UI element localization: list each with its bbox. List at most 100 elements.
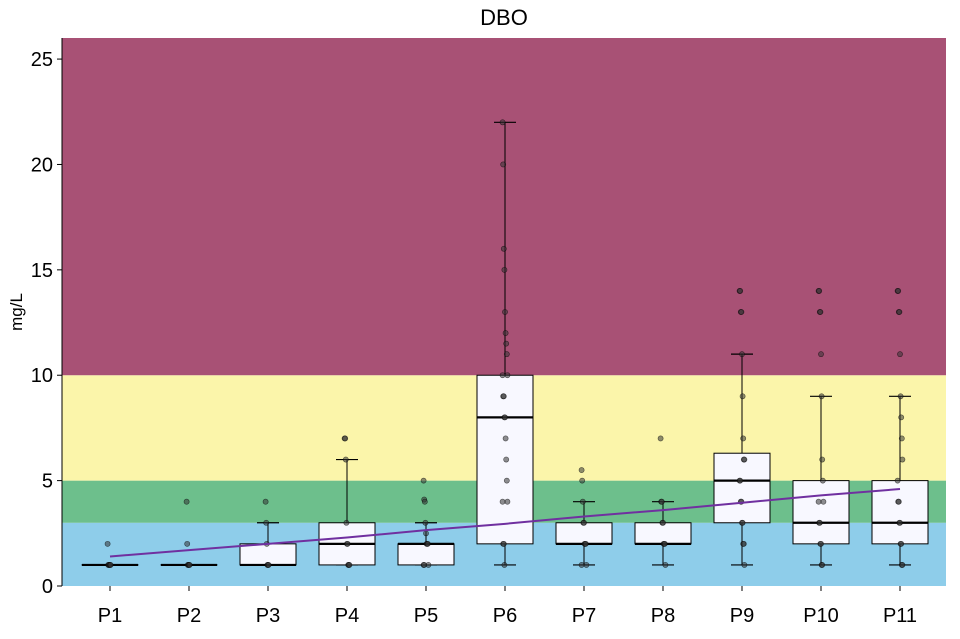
- point-p2-0: [183, 498, 190, 505]
- point-p5-0: [420, 477, 427, 484]
- x-tick-label-p2: P2: [177, 605, 201, 627]
- point-p7-2: [579, 498, 586, 505]
- point-p6-1: [500, 161, 507, 168]
- y-tick-label-25: 25: [31, 49, 53, 71]
- y-tick-label-15: 15: [31, 260, 53, 282]
- point-p10-15: [819, 562, 826, 568]
- point-p10-8: [820, 498, 827, 505]
- point-p6-2: [500, 245, 507, 252]
- y-axis-label: mg/L: [7, 293, 26, 331]
- x-tick-label-p10: P10: [803, 605, 839, 627]
- point-p6-7: [503, 351, 510, 358]
- point-p9-1: [737, 288, 744, 294]
- data-points: [104, 119, 906, 568]
- point-p10-1: [816, 288, 823, 294]
- point-p10-11: [816, 519, 823, 526]
- trend-polyline: [109, 488, 901, 558]
- point-p3-1: [263, 519, 270, 526]
- point-p5-2: [421, 498, 428, 505]
- x-tick-label-p5: P5: [414, 605, 438, 627]
- point-p6-18: [499, 498, 506, 505]
- trend-line: [109, 488, 901, 558]
- point-p1-5: [107, 562, 114, 568]
- point-p7-8: [583, 562, 590, 568]
- chart-title: DBO: [480, 5, 528, 30]
- point-p9-3: [738, 309, 745, 315]
- point-p7-1: [579, 477, 586, 484]
- point-p5-10: [421, 562, 428, 568]
- point-p7-7: [582, 540, 589, 547]
- point-p10-9: [815, 498, 822, 505]
- point-p6-8: [504, 372, 511, 379]
- box-p3: [239, 543, 297, 566]
- point-p6-5: [502, 330, 509, 336]
- point-p6-16: [503, 477, 510, 484]
- x-ticks: P1 P2 P3 P4 P5 P6 P7 P8 P9 P10 P11: [98, 586, 917, 627]
- point-p9-16: [740, 540, 747, 547]
- point-p6-14: [502, 435, 509, 442]
- point-p11-7: [898, 435, 905, 442]
- point-p6-4: [502, 309, 508, 315]
- point-p6-3: [501, 266, 508, 273]
- point-p4-1: [342, 435, 349, 442]
- point-p6-11: [500, 393, 507, 400]
- point-p2-5: [186, 562, 193, 568]
- x-tick-label-p3: P3: [256, 605, 280, 627]
- point-p5-7: [424, 540, 431, 547]
- box-p9: [713, 452, 771, 524]
- x-tick-label-p11: P11: [883, 605, 917, 627]
- point-p9-5: [739, 393, 746, 400]
- point-p11-9: [894, 477, 901, 484]
- box-p5: [397, 543, 455, 566]
- point-p5-4: [423, 530, 429, 537]
- point-p4-3: [343, 519, 350, 526]
- point-p3-0: [262, 498, 269, 505]
- x-tick-label-p7: P7: [572, 605, 596, 627]
- y-tick-label-5: 5: [42, 471, 53, 493]
- point-p11-11: [895, 498, 902, 505]
- point-p6-20: [500, 540, 507, 547]
- point-p11-13: [897, 519, 903, 526]
- point-p10-5: [818, 393, 825, 400]
- point-p9-17: [741, 562, 748, 568]
- point-p6-21: [501, 562, 508, 568]
- point-p11-6: [898, 414, 905, 421]
- point-p9-10: [737, 477, 744, 484]
- point-p6-9: [499, 372, 506, 379]
- point-p11-17: [899, 562, 906, 568]
- box-p10: [792, 480, 850, 545]
- point-p4-2: [342, 456, 349, 463]
- point-p10-4: [818, 351, 824, 358]
- point-p4-8: [346, 562, 353, 568]
- point-p2-1: [184, 540, 191, 547]
- point-p9-6: [740, 435, 747, 442]
- y-tick-label-0: 0: [42, 576, 53, 598]
- x-tick-label-p6: P6: [493, 605, 517, 627]
- point-p5-3: [422, 519, 429, 526]
- x-tick-label-p4: P4: [335, 605, 359, 627]
- point-p8-7: [661, 540, 668, 547]
- box-p7: [555, 522, 613, 545]
- point-p4-5: [344, 540, 351, 547]
- point-p8-0: [657, 435, 664, 442]
- x-tick-label-p9: P9: [730, 605, 754, 627]
- point-p11-4: [897, 351, 903, 358]
- point-p6-13: [502, 414, 508, 421]
- axes: [61, 38, 63, 586]
- point-p9-4: [739, 351, 745, 358]
- box-p8: [634, 522, 692, 545]
- y-ticks: 0 5 10 15 20 25: [31, 49, 62, 598]
- y-tick-label-20: 20: [31, 154, 53, 176]
- point-p11-5: [897, 393, 904, 400]
- point-p6-6: [503, 340, 510, 347]
- point-p9-8: [741, 456, 748, 463]
- point-p10-3: [817, 309, 824, 315]
- point-p6-15: [503, 456, 510, 463]
- point-p6-0: [499, 119, 506, 126]
- point-p10-6: [819, 456, 826, 463]
- y-tick-label-10: 10: [31, 365, 53, 387]
- point-p11-15: [898, 540, 905, 547]
- point-p7-4: [581, 519, 587, 526]
- point-p10-7: [819, 477, 826, 484]
